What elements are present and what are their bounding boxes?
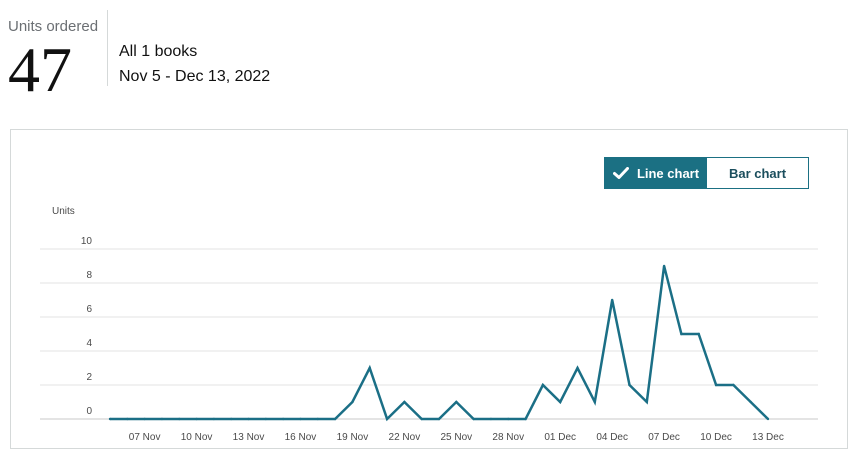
series-line-units (110, 265, 769, 422)
data-point (732, 383, 735, 387)
data-point (576, 366, 579, 370)
metric-value: 47 (8, 34, 72, 105)
data-point (628, 383, 631, 387)
data-point (697, 332, 700, 336)
data-point (645, 400, 648, 404)
x-tick-label: 22 Nov (389, 432, 421, 443)
data-point (766, 417, 770, 421)
data-point (524, 417, 527, 421)
summary-divider (107, 10, 108, 86)
data-point (749, 400, 752, 404)
line-chart-label: Line chart (636, 165, 700, 181)
data-point (507, 417, 510, 421)
line-chart-button[interactable]: Line chart (605, 158, 707, 188)
bar-chart-button[interactable]: Bar chart (707, 158, 808, 188)
y-tick-label: 8 (86, 270, 92, 281)
data-point (126, 417, 129, 421)
x-tick-label: 13 Dec (752, 432, 784, 443)
x-tick-label: 25 Nov (440, 432, 472, 443)
x-tick-label: 01 Dec (544, 432, 576, 443)
x-tick-label: 04 Dec (596, 432, 628, 443)
data-point (420, 417, 423, 421)
data-point (299, 417, 302, 421)
x-tick-label: 10 Nov (181, 432, 213, 443)
x-tick-label: 07 Dec (648, 432, 680, 443)
y-tick-label: 10 (81, 236, 93, 247)
x-tick-label: 13 Nov (233, 432, 265, 443)
check-icon (612, 167, 629, 179)
data-point (212, 417, 216, 421)
y-tick-label: 6 (86, 304, 92, 315)
x-tick-label: 19 Nov (337, 432, 369, 443)
x-tick-label: 28 Nov (492, 432, 524, 443)
data-point (230, 417, 233, 421)
y-axis-title: Units (52, 206, 75, 217)
data-point (178, 417, 181, 421)
data-point (403, 400, 406, 404)
data-point (316, 417, 319, 421)
data-point (351, 400, 354, 404)
data-point (264, 417, 268, 421)
data-point (385, 417, 389, 421)
y-tick-label: 0 (86, 406, 92, 417)
data-point (455, 400, 458, 404)
chart-type-toggle: Line chart Bar chart (604, 157, 809, 189)
data-point (281, 417, 285, 421)
data-point (247, 417, 250, 421)
y-tick-label: 4 (86, 338, 92, 349)
x-tick-label: 07 Nov (129, 432, 161, 443)
data-point (662, 264, 666, 268)
x-tick-label: 16 Nov (285, 432, 317, 443)
data-point (714, 383, 718, 387)
data-point (143, 417, 146, 421)
chart-panel: Line chart Bar chart (10, 129, 848, 449)
data-point (541, 383, 545, 387)
date-range-label: Nov 5 - Dec 13, 2022 (119, 68, 271, 85)
metric-label: Units ordered (8, 18, 99, 35)
data-point (559, 400, 562, 404)
data-point (195, 417, 198, 421)
x-tick-label: 10 Dec (700, 432, 732, 443)
data-point (610, 298, 614, 302)
scope-label: All 1 books (119, 43, 198, 60)
data-point (489, 417, 493, 421)
data-point (593, 400, 597, 404)
data-point (108, 417, 112, 421)
data-point (437, 417, 441, 421)
data-point (333, 417, 337, 421)
data-point (368, 366, 371, 370)
bar-chart-label: Bar chart (728, 165, 787, 181)
data-point (680, 332, 683, 336)
data-point (160, 417, 164, 421)
data-point (472, 417, 475, 421)
y-tick-label: 2 (86, 372, 92, 383)
